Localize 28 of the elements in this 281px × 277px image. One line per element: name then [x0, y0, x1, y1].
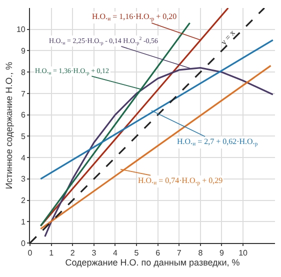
y-tick-label: 3 [20, 174, 26, 184]
x-tick-label: 5 [134, 248, 140, 258]
y-tick-label: 2 [20, 196, 26, 206]
x-tick-label: 4 [112, 248, 118, 258]
y-tick-label: 4 [20, 153, 26, 162]
y-tick-label: 1 [20, 217, 26, 226]
x-tick-label: 10 [238, 248, 248, 258]
x-tick-label: 0 [28, 248, 33, 258]
y-tick-label: 5 [20, 132, 26, 141]
y-tick-label: 0 [20, 238, 26, 248]
x-tick-label: 6 [156, 248, 161, 258]
x-tick-label: 1 [49, 248, 54, 258]
y-axis-title: Истинное содержание Н.О., % [4, 62, 14, 190]
annotation: Н.О.$_{и}$ = 1,16·Н.О.$_{р}$ + 0,20 [92, 12, 177, 23]
x-axis-title: Содержание Н.О. по данным разведки, % [65, 258, 240, 268]
y-tick-label: 8 [20, 68, 26, 77]
x-tick-label: 3 [92, 248, 97, 258]
y-tick-label: 6 [20, 110, 26, 120]
annotation: Н.О.$_{и}$ = 0,74·Н.О.$_{р}$ + 0,29 [138, 176, 223, 187]
y-tick-label: 10 [16, 25, 26, 34]
x-tick-label: 8 [198, 248, 204, 258]
y-tick-label: 9 [20, 46, 26, 56]
y-tick-label: 7 [20, 89, 26, 98]
x-tick-label: 9 [220, 248, 225, 258]
annotation: Н.О.$_{и}$ = 2,7 + 0,62·Н.О.$_{р}$ [177, 137, 258, 148]
x-tick-label: 7 [176, 248, 182, 258]
annotation: y = x [219, 28, 237, 47]
x-tick-label: 2 [70, 248, 76, 258]
